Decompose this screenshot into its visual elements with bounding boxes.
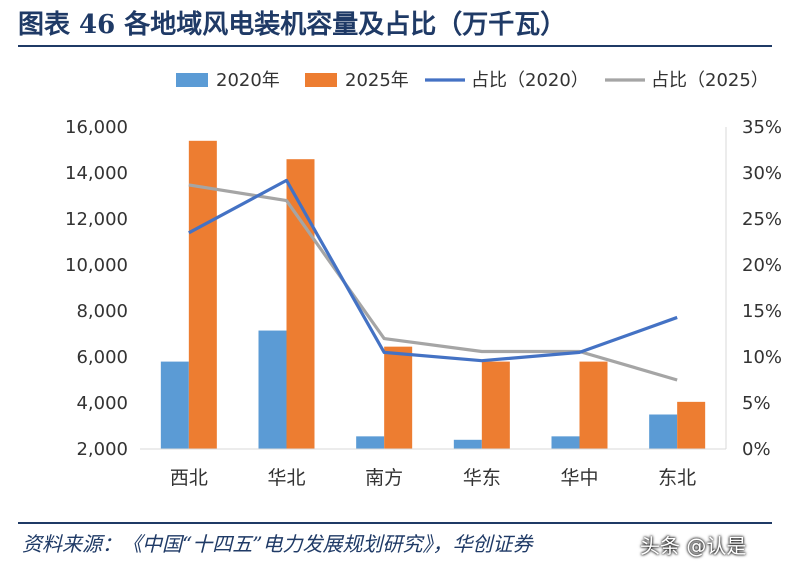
y-tick-label: 10,000 [65, 255, 128, 276]
line-share-2025 [188, 183, 678, 382]
bar-2025 [188, 140, 217, 450]
y2-tick-label: 30% [742, 163, 782, 184]
y-tick-label: 2,000 [76, 439, 128, 460]
bar-2025 [579, 361, 608, 449]
legend-label: 占比（2025） [651, 70, 769, 91]
legend-label: 2020年 [216, 70, 280, 91]
x-tick-label: 南方 [365, 467, 403, 489]
x-axis: 西北 华北 南方 华东 华中 东北 [140, 448, 726, 489]
x-tick-label: 西北 [170, 467, 208, 489]
y-tick-label: 14,000 [65, 163, 128, 184]
x-tick-label: 华北 [267, 467, 305, 489]
y-tick-label: 16,000 [65, 117, 128, 138]
y2-tick-label: 10% [742, 347, 782, 368]
bar-2025 [384, 346, 413, 449]
chart: 2020年 2025年 占比（2020） 占比（2025） 2,000 4,000 6,0… [65, 70, 782, 489]
bar-2020 [649, 414, 678, 449]
bar-2025 [677, 401, 706, 449]
x-tick-label: 华中 [560, 467, 598, 489]
y-axis-right: 0% 5% 10% 15% 20% 25% 30% 35% [725, 117, 782, 460]
line-share-2020 [188, 178, 678, 363]
bar-2020 [160, 361, 189, 449]
title-divider [18, 45, 772, 47]
y-tick-label: 6,000 [76, 347, 128, 368]
bar-2020 [453, 439, 482, 449]
y2-tick-label: 0% [742, 439, 771, 460]
bars [160, 140, 706, 450]
legend-label: 占比（2020） [471, 70, 589, 91]
bar-2020 [551, 436, 580, 449]
legend-label: 2025年 [345, 70, 409, 91]
y2-tick-label: 15% [742, 301, 782, 322]
watermark: 头条 @认是 [640, 534, 747, 558]
legend-swatch [176, 73, 208, 87]
source-note: 资料来源：《中国“十四五”电力发展规划研究》，华创证券 [22, 532, 533, 556]
y-tick-label: 8,000 [76, 301, 128, 322]
source-divider [18, 522, 772, 524]
y-axis-left: 2,000 4,000 6,000 8,000 10,000 12,000 14,000 16… [65, 117, 128, 460]
lines [188, 178, 678, 382]
y2-tick-label: 25% [742, 209, 782, 230]
y-tick-label: 4,000 [76, 393, 128, 414]
y-tick-label: 12,000 [65, 209, 128, 230]
x-tick-label: 华东 [463, 467, 501, 489]
y2-tick-label: 20% [742, 255, 782, 276]
y2-tick-label: 5% [742, 393, 771, 414]
bar-2025 [481, 361, 510, 449]
bar-2020 [356, 436, 385, 449]
legend-swatch [305, 73, 337, 87]
legend: 2020年 2025年 占比（2020） 占比（2025） [176, 70, 769, 91]
figure-title: 图表 46 各地域风电装机容量及占比（万千瓦） [18, 10, 567, 40]
x-tick-label: 东北 [658, 467, 696, 489]
bar-2020 [258, 330, 287, 449]
y2-tick-label: 35% [742, 117, 782, 138]
